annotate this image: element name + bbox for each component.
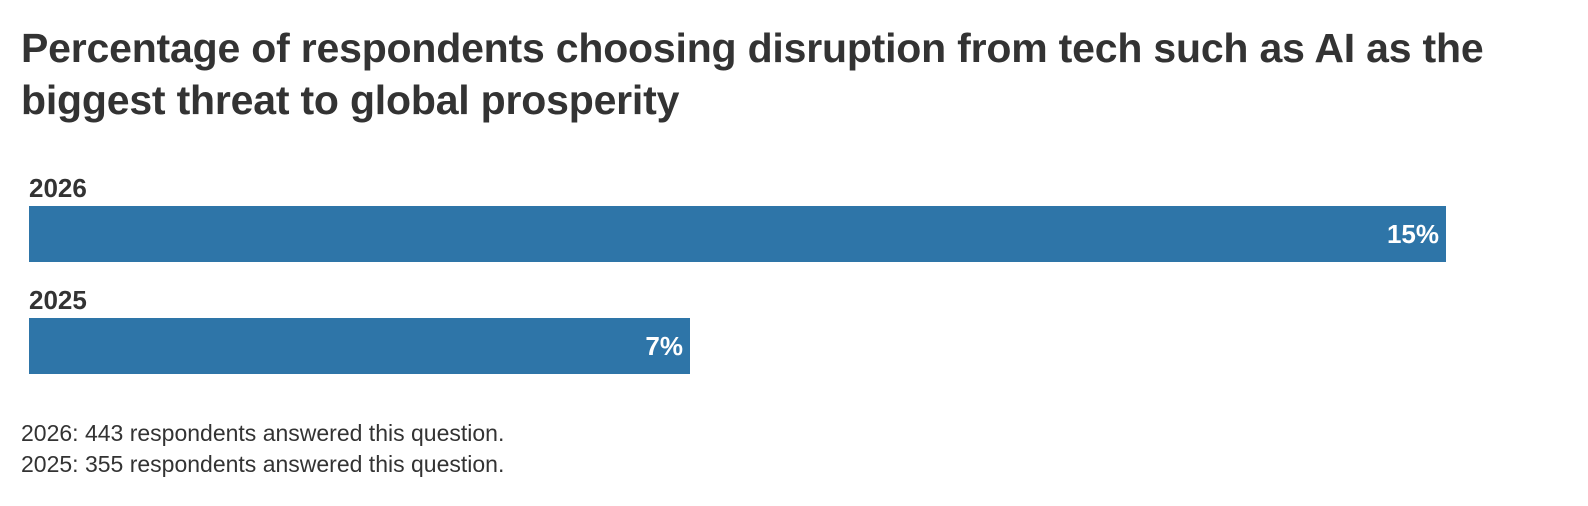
bar-row-2026: 2026 15% (29, 172, 1559, 262)
chart-title: Percentage of respondents choosing disru… (21, 25, 1484, 123)
footnotes: 2026: 443 respondents answered this ques… (21, 418, 504, 480)
footnote-2026: 2026: 443 respondents answered this ques… (21, 420, 505, 446)
bar-row-2025: 2025 7% (29, 284, 1559, 374)
bar-value-label: 15% (1386, 219, 1439, 249)
category-label: 2026 (29, 173, 87, 203)
bar-value-label: 7% (645, 331, 683, 361)
category-label: 2025 (29, 285, 87, 315)
bar-2025: 7% (29, 318, 690, 374)
bar-chart: 2026 15% 2025 7% (29, 172, 1559, 382)
bar-2026: 15% (29, 206, 1446, 262)
footnote-2025: 2025: 355 respondents answered this ques… (21, 451, 505, 477)
